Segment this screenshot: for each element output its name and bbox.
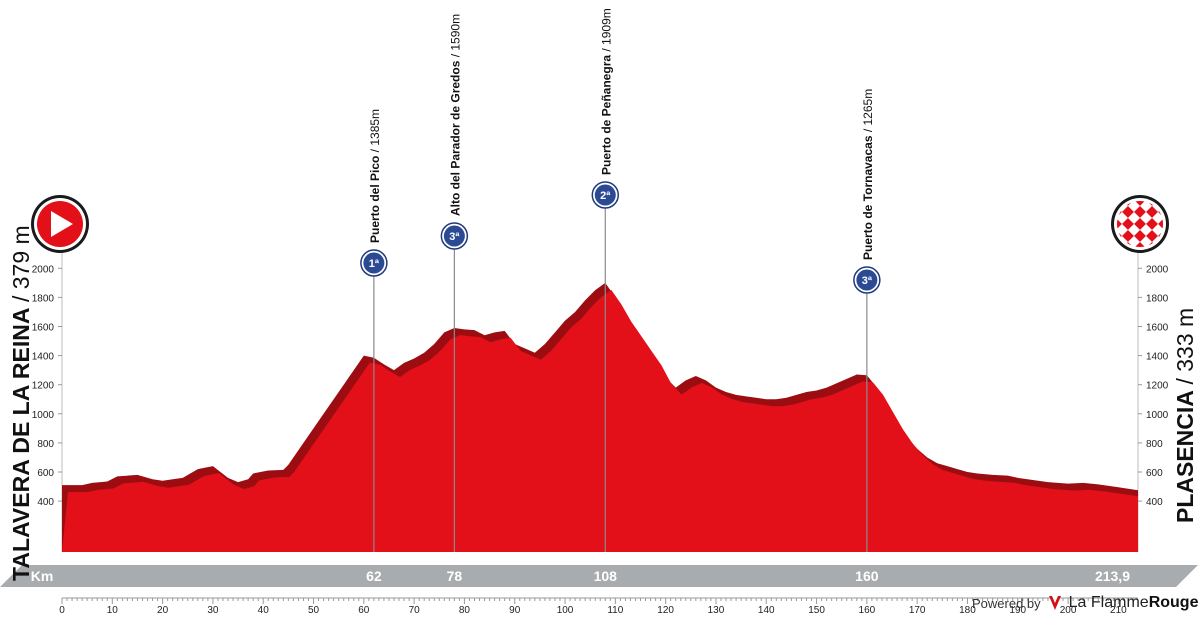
y-tick-right-label: 1600	[1146, 323, 1169, 334]
finish-town-altitude: / 333 m	[1172, 307, 1198, 385]
y-tick-right-label: 400	[1146, 497, 1163, 508]
climb-name: Puerto del Pico	[368, 152, 382, 243]
km-bar-background	[0, 565, 1198, 587]
climb-name: Puerto de Tornavacas	[861, 132, 875, 260]
x-tick-label: 40	[258, 605, 270, 616]
climb-name-label: Puerto de Peñanegra / 1909m	[599, 8, 613, 175]
climb-category-label: 1ª	[369, 258, 380, 270]
powered-by-footer: Powered by La FlammeRouge	[972, 594, 1198, 612]
km-marker-label: 62	[366, 568, 382, 584]
y-tick-left-label: 1800	[32, 293, 55, 304]
climb-badge-icon: 3ª	[853, 266, 881, 294]
brand-name-light: La Flamme	[1068, 594, 1149, 611]
profile-area	[62, 282, 1138, 552]
climb-altitude: / 1590m	[448, 14, 462, 57]
start-town-name: TALAVERA DE LA REINA	[8, 308, 34, 581]
climb-category-label: 3ª	[449, 231, 460, 243]
start-town-altitude: / 379 m	[8, 225, 34, 303]
x-tick-label: 150	[808, 605, 825, 616]
y-tick-right-label: 1800	[1146, 293, 1169, 304]
flamme-rouge-logo-icon	[1048, 596, 1061, 610]
finish-flag-icon	[1111, 195, 1169, 253]
x-tick-label: 90	[509, 605, 521, 616]
x-tick-label: 160	[859, 605, 876, 616]
y-axis-left: 400 600 800 1000 1200 1400 1600 1800 2000	[32, 264, 62, 508]
brand-name-bold: Rouge	[1148, 594, 1199, 611]
climb-name-label: Puerto de Tornavacas / 1265m	[861, 89, 875, 260]
x-tick-label: 50	[308, 605, 320, 616]
powered-by-text: Powered by	[972, 595, 1041, 611]
y-tick-left-label: 600	[37, 468, 54, 479]
x-tick-label: 60	[358, 605, 370, 616]
climb-altitude: / 1385m	[368, 109, 382, 152]
x-tick-label: 170	[909, 605, 926, 616]
climb-name-label: Puerto del Pico / 1385m	[368, 109, 382, 243]
climb-name-label: Alto del Parador de Gredos / 1590m	[448, 14, 462, 216]
y-tick-left-label: 1400	[32, 352, 55, 363]
climb-altitude: / 1265m	[861, 89, 875, 132]
climb-markers: 1ª Puerto del Pico / 1385m 3ª Alto del Para…	[360, 8, 881, 552]
climb-badge-icon: 2ª	[591, 181, 620, 209]
climb-name: Alto del Parador de Gredos	[448, 57, 462, 216]
y-tick-left-label: 400	[37, 497, 54, 508]
climb-altitude: / 1909m	[599, 8, 613, 51]
start-finish-icons	[31, 195, 1169, 253]
x-tick-label: 30	[207, 605, 219, 616]
x-tick-label: 120	[657, 605, 674, 616]
y-tick-left-label: 1600	[32, 323, 55, 334]
climb-category-label: 3ª	[862, 275, 873, 287]
x-tick-label: 210	[1110, 605, 1127, 616]
km-marker-label: 78	[447, 568, 463, 584]
y-tick-right-label: 1400	[1146, 352, 1169, 363]
y-tick-right-label: 600	[1146, 468, 1163, 479]
x-tick-label: 20	[157, 605, 169, 616]
brand-name: La FlammeRouge	[1069, 594, 1199, 612]
x-tick-label: 0	[59, 605, 65, 616]
climb-badge-icon: 3ª	[440, 222, 469, 250]
y-tick-right-label: 1000	[1146, 410, 1169, 421]
finish-town-name: PLASENCIA	[1172, 390, 1198, 523]
finish-town-label: PLASENCIA / 333 m	[1172, 308, 1199, 523]
start-flag-icon	[31, 195, 89, 253]
x-tick-label: 140	[758, 605, 775, 616]
x-tick-label: 80	[459, 605, 471, 616]
y-tick-right-label: 800	[1146, 439, 1163, 450]
y-tick-left-label: 1000	[32, 410, 55, 421]
y-axis-right: 400 600 800 1000 1200 1400 1600 1800 2000	[1138, 264, 1169, 508]
climb-category-label: 2ª	[600, 190, 611, 202]
x-tick-label: 100	[557, 605, 574, 616]
x-tick-label: 130	[708, 605, 725, 616]
x-tick-label: 190	[1009, 605, 1026, 616]
km-bar: Km 62 78 108 160 213,9	[0, 565, 1198, 587]
climb-badge-icon: 1ª	[360, 249, 388, 277]
x-axis: 0 10 20 30 40 50 60 70 80 90 100 110 120 130 140 150 160…	[59, 597, 1138, 616]
x-tick-label: 70	[409, 605, 421, 616]
km-bar-title: Km	[31, 568, 54, 584]
y-tick-left-label: 1200	[32, 381, 55, 392]
km-marker-label: 108	[594, 568, 618, 584]
y-tick-right-label: 2000	[1146, 264, 1169, 275]
x-tick-label: 110	[607, 605, 623, 616]
y-tick-right-label: 1200	[1146, 381, 1169, 392]
y-tick-left-label: 800	[37, 439, 54, 450]
x-tick-label: 180	[959, 605, 976, 616]
km-marker-label: 160	[855, 568, 879, 584]
profile-fill	[62, 289, 1138, 552]
climb-name: Puerto de Peñanegra	[599, 52, 613, 175]
km-marker-label: 213,9	[1095, 568, 1130, 584]
x-tick-label: 200	[1060, 605, 1077, 616]
y-tick-left-label: 2000	[32, 264, 55, 275]
x-tick-label: 10	[107, 605, 119, 616]
start-town-label: TALAVERA DE LA REINA / 379 m	[8, 225, 35, 581]
